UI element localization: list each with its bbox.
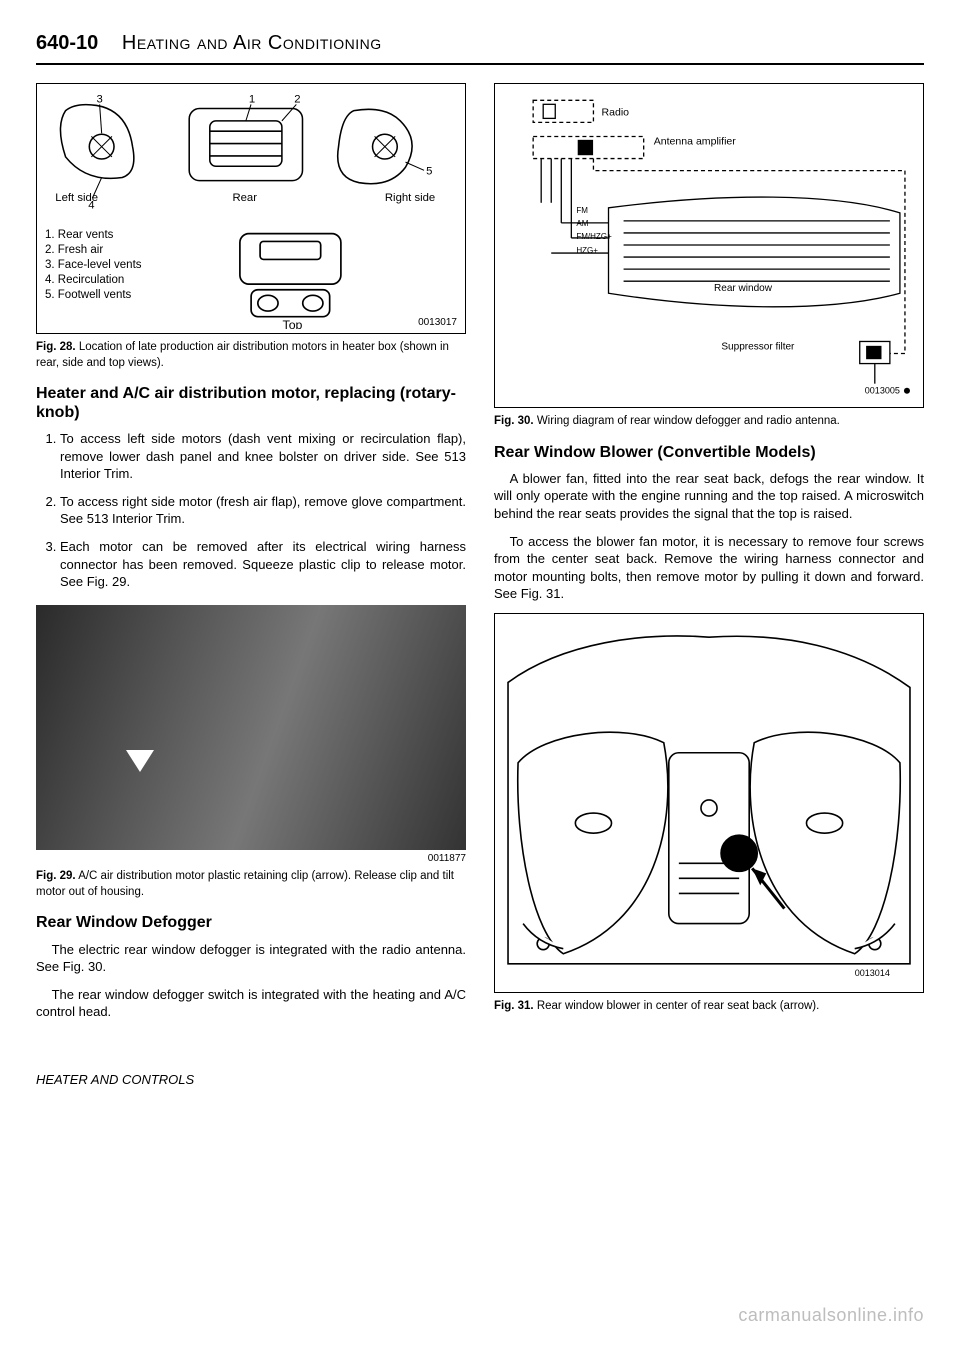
footer-section-label: HEATER AND CONTROLS <box>36 1071 924 1089</box>
fig30-caption: Fig. 30. Wiring diagram of rear window d… <box>494 414 924 430</box>
fig-caption-text: A/C air distribution motor plastic retai… <box>36 870 454 898</box>
fig-label: Fig. 31. <box>494 1000 534 1012</box>
fig28-diagram-icon: 3 1 2 5 4 Left side Rear Righ <box>45 90 457 224</box>
page-number: 640-10 <box>36 30 98 57</box>
left-column: 3 1 2 5 4 Left side Rear Righ <box>36 83 466 1031</box>
section-heading: Rear Window Blower (Convertible Models) <box>494 444 924 462</box>
section-heading: Rear Window Defogger <box>36 914 466 932</box>
watermark: carmanualsonline.info <box>738 1303 924 1327</box>
fig31-diagram-icon: 0013014 <box>503 622 915 984</box>
arrow-icon <box>126 750 154 772</box>
fig-label: Fig. 30. <box>494 415 534 427</box>
svg-text:Rear window: Rear window <box>714 283 773 294</box>
figure-31-box: 0013014 <box>494 613 924 993</box>
body-paragraph: To access the blower fan motor, it is ne… <box>494 533 924 603</box>
svg-text:2: 2 <box>294 93 300 105</box>
fig-caption-text: Location of late production air distribu… <box>36 341 449 369</box>
page: 640-10 Heating and Air Conditioning <box>0 0 960 1357</box>
fig28-topview-icon: Top <box>195 228 397 329</box>
svg-text:3: 3 <box>97 93 103 105</box>
fig29-photo <box>36 605 466 850</box>
svg-text:0013014: 0013014 <box>855 968 890 978</box>
figure-30-box: Radio Antenna amplifier FM AM FM/HZG+ HZ… <box>494 83 924 408</box>
fig29-caption: Fig. 29. A/C air distribution motor plas… <box>36 869 466 900</box>
svg-text:Antenna amplifier: Antenna amplifier <box>654 136 737 148</box>
step-list: To access left side motors (dash vent mi… <box>36 430 466 590</box>
right-column: Radio Antenna amplifier FM AM FM/HZG+ HZ… <box>494 83 924 1031</box>
section-heading: Heater and A/C air distribution motor, r… <box>36 385 466 422</box>
svg-text:FM/HZG+: FM/HZG+ <box>576 232 612 241</box>
fig28-legend: 1. Rear vents 2. Fresh air 3. Face-level… <box>45 228 195 303</box>
svg-text:Suppressor filter: Suppressor filter <box>721 342 795 353</box>
svg-text:Left side: Left side <box>55 192 98 204</box>
svg-text:Radio: Radio <box>601 106 629 118</box>
body-paragraph: The rear window defogger switch is integ… <box>36 986 466 1021</box>
body-paragraph: The electric rear window defogger is int… <box>36 941 466 976</box>
svg-text:Rear: Rear <box>232 192 257 204</box>
fig29-id: 0011877 <box>36 852 466 866</box>
legend-item: 4. Recirculation <box>45 273 195 288</box>
body-paragraph: A blower fan, fitted into the rear seat … <box>494 470 924 523</box>
legend-item: 5. Footwell vents <box>45 288 195 303</box>
svg-text:1: 1 <box>249 93 255 105</box>
svg-text:5: 5 <box>426 165 432 177</box>
fig28-caption: Fig. 28. Location of late production air… <box>36 340 466 371</box>
figure-28-box: 3 1 2 5 4 Left side Rear Righ <box>36 83 466 334</box>
legend-item: 2. Fresh air <box>45 243 195 258</box>
fig-caption-text: Wiring diagram of rear window defogger a… <box>537 415 840 427</box>
svg-text:FM: FM <box>576 206 588 215</box>
step-item: To access right side motor (fresh air fl… <box>60 493 466 528</box>
two-column-layout: 3 1 2 5 4 Left side Rear Righ <box>36 83 924 1031</box>
svg-text:0013005: 0013005 <box>865 386 900 396</box>
svg-text:Top: Top <box>283 318 303 329</box>
step-item: Each motor can be removed after its elec… <box>60 538 466 591</box>
fig-label: Fig. 28. <box>36 341 76 353</box>
svg-text:AM: AM <box>576 219 588 228</box>
fig30-diagram-icon: Radio Antenna amplifier FM AM FM/HZG+ HZ… <box>503 92 915 399</box>
page-header: 640-10 Heating and Air Conditioning <box>36 30 924 65</box>
fig28-id: 0013017 <box>397 316 457 329</box>
legend-item: 3. Face-level vents <box>45 258 195 273</box>
svg-text:HZG+: HZG+ <box>576 246 598 255</box>
step-item: To access left side motors (dash vent mi… <box>60 430 466 483</box>
legend-item: 1. Rear vents <box>45 228 195 243</box>
fig31-caption: Fig. 31. Rear window blower in center of… <box>494 999 924 1015</box>
chapter-title: Heating and Air Conditioning <box>122 30 382 57</box>
fig-label: Fig. 29. <box>36 870 76 882</box>
fig28-legend-row: 1. Rear vents 2. Fresh air 3. Face-level… <box>45 228 457 329</box>
fig-caption-text: Rear window blower in center of rear sea… <box>537 1000 820 1012</box>
svg-text:Right side: Right side <box>385 192 435 204</box>
